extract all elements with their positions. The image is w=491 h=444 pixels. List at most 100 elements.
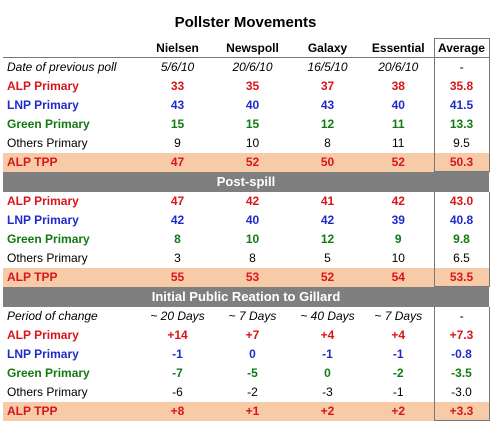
row-label: ALP TPP: [3, 401, 142, 421]
meta-label: Period of change: [7, 309, 98, 323]
value-cell: 37: [320, 79, 335, 93]
value-cell: 10: [245, 136, 260, 150]
value-cell: 54: [363, 267, 434, 287]
value-cell: +1: [213, 401, 292, 421]
value-cell: 42: [170, 213, 185, 227]
value-cell: 42: [245, 194, 260, 208]
value-cell: 47: [170, 194, 185, 208]
value-cell: +4: [320, 328, 335, 342]
average-cell: -3.5: [433, 363, 490, 383]
value-cell: 40: [245, 213, 260, 227]
value-cell: +4: [391, 328, 406, 342]
row-label: ALP TPP: [3, 152, 142, 172]
column-header-row: Nielsen Newspoll Galaxy Essential Averag…: [3, 38, 490, 58]
row-label: LNP Primary: [7, 347, 79, 361]
value-cell: -5: [247, 366, 258, 380]
value-cell: +8: [142, 401, 213, 421]
value-cell: -1: [392, 385, 404, 399]
value-cell: -7: [172, 366, 183, 380]
meta-value: ~ 20 Days: [150, 309, 205, 323]
average-cell: 41.5: [433, 95, 490, 115]
meta-value: 20/6/10: [232, 60, 273, 75]
meta-value: 20/6/10: [378, 60, 419, 75]
average-cell: 50.3: [433, 152, 490, 172]
meta-value: 5/6/10: [160, 60, 195, 75]
column-header-nielsen: Nielsen: [142, 38, 213, 58]
row-label: LNP Primary: [7, 213, 79, 227]
value-cell: 39: [391, 213, 405, 227]
row-label: LNP Primary: [7, 98, 79, 112]
row-label: ALP TPP: [3, 267, 142, 287]
meta-row: Date of previous poll 5/6/10 20/6/10 16/5/1…: [3, 57, 490, 77]
table-row: ALP TPP 47 52 50 52 50.3: [3, 152, 490, 172]
value-cell: 43: [170, 98, 185, 112]
value-cell: +14: [167, 328, 188, 342]
value-cell: 55: [142, 267, 213, 287]
value-cell: 5: [324, 251, 331, 265]
average-cell: 9.8: [433, 229, 490, 249]
table-row: ALP Primary 33 35 37 38 35.8: [3, 76, 490, 96]
average-cell: 53.5: [433, 267, 490, 287]
value-cell: 8: [324, 136, 331, 150]
row-label: ALP Primary: [7, 79, 79, 93]
value-cell: +7: [245, 328, 260, 342]
meta-value: 16/5/10: [307, 60, 348, 75]
pollster-table: Nielsen Newspoll Galaxy Essential Averag…: [3, 38, 490, 421]
table-row: Green Primary 15 15 12 11 13.3: [3, 114, 490, 134]
average-cell: 35.8: [433, 76, 490, 96]
meta-value: -: [433, 57, 490, 77]
table-row: Others Primary 3 8 5 10 6.5: [3, 248, 490, 268]
value-cell: 38: [391, 79, 405, 93]
table-row: ALP TPP 55 53 52 54 53.5: [3, 267, 490, 287]
average-cell: 40.8: [433, 210, 490, 230]
meta-value: ~ 7 Days: [228, 309, 277, 323]
header-corner: [3, 38, 142, 58]
value-cell: 53: [213, 267, 292, 287]
column-header-newspoll: Newspoll: [213, 38, 292, 58]
meta-value: ~ 40 Days: [300, 309, 355, 323]
value-cell: 15: [245, 117, 260, 131]
value-cell: +2: [363, 401, 434, 421]
meta-row: Period of change ~ 20 Days ~ 7 Days ~ 40 Da…: [3, 306, 490, 326]
table-row: Others Primary -6 -2 -3 -1 -3.0: [3, 382, 490, 402]
table-row: ALP Primary +14 +7 +4 +4 +7.3: [3, 325, 490, 345]
row-label: Green Primary: [7, 232, 90, 246]
value-cell: 40: [391, 98, 405, 112]
value-cell: 52: [213, 152, 292, 172]
value-cell: 9: [394, 232, 402, 246]
value-cell: 0: [249, 347, 256, 361]
row-label: Green Primary: [7, 366, 90, 380]
table-row: Green Primary 8 10 12 9 9.8: [3, 229, 490, 249]
value-cell: 11: [391, 117, 405, 131]
table-row: LNP Primary 42 40 42 39 40.8: [3, 210, 490, 230]
value-cell: 11: [392, 136, 405, 150]
table-row: LNP Primary 43 40 43 40 41.5: [3, 95, 490, 115]
row-label: Others Primary: [7, 136, 88, 150]
section-heading-row: Initial Public Reation to Gillard: [3, 286, 489, 307]
value-cell: -1: [172, 347, 183, 361]
value-cell: 10: [245, 232, 260, 246]
value-cell: 42: [320, 213, 335, 227]
section-heading: Initial Public Reation to Gillard: [3, 286, 489, 307]
value-cell: 42: [391, 194, 405, 208]
pollster-table-body: Nielsen Newspoll Galaxy Essential Averag…: [3, 38, 490, 421]
table-row: ALP TPP +8 +1 +2 +2 +3.3: [3, 401, 490, 421]
value-cell: 41: [320, 194, 335, 208]
meta-label: Date of previous poll: [7, 60, 117, 75]
value-cell: 8: [174, 232, 181, 246]
table-row: LNP Primary -1 0 -1 -1 -0.8: [3, 344, 490, 364]
column-header-average: Average: [433, 38, 490, 58]
average-cell: -3.0: [433, 382, 490, 402]
value-cell: 47: [142, 152, 213, 172]
value-cell: 12: [320, 117, 335, 131]
row-label: Green Primary: [7, 117, 90, 131]
value-cell: -2: [392, 366, 404, 380]
column-header-essential: Essential: [363, 38, 434, 58]
average-cell: 43.0: [433, 191, 490, 211]
value-cell: 9: [174, 136, 181, 150]
value-cell: -1: [322, 347, 333, 361]
row-label: ALP Primary: [7, 194, 79, 208]
average-cell: 6.5: [433, 248, 490, 268]
table-row: Others Primary 9 10 8 11 9.5: [3, 133, 490, 153]
value-cell: 50: [292, 152, 363, 172]
